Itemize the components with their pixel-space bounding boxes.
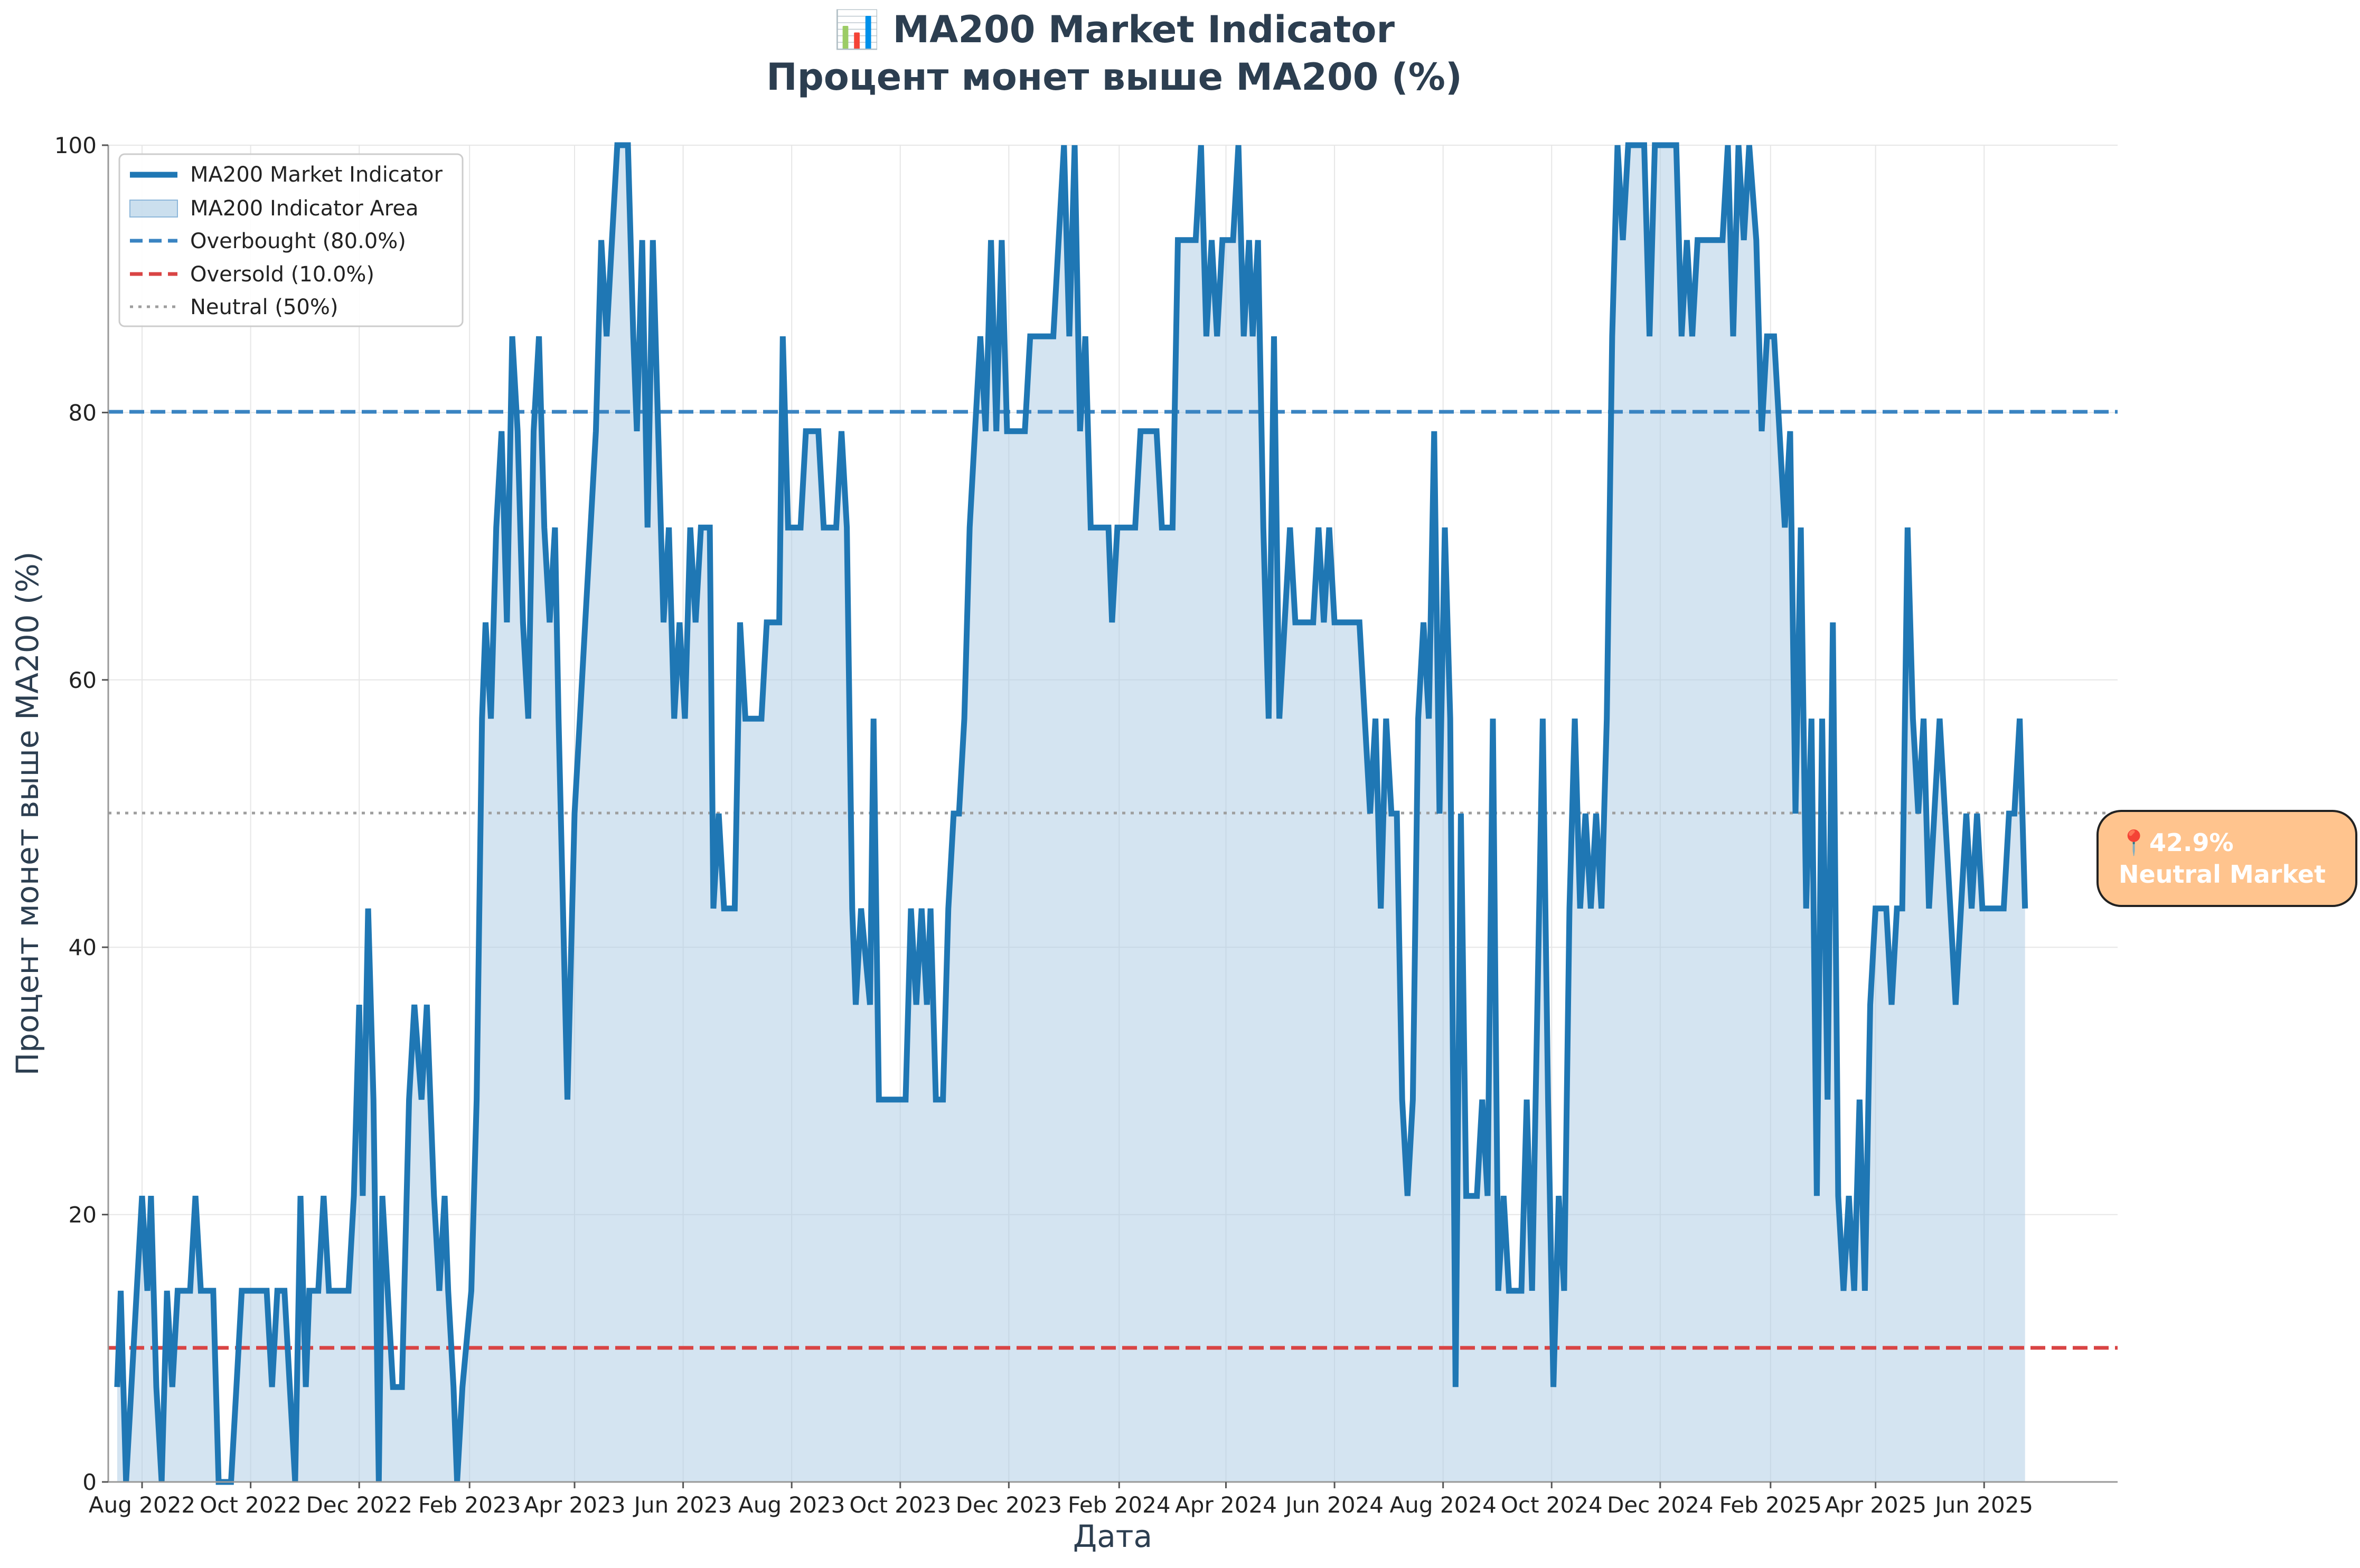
x-tick-label: Oct 2022 bbox=[200, 1492, 302, 1518]
x-tick-label: Oct 2024 bbox=[1501, 1492, 1603, 1518]
x-tick-label: Feb 2025 bbox=[1719, 1492, 1822, 1518]
legend: MA200 Market Indicator MA200 Indicator A… bbox=[118, 153, 464, 327]
legend-swatch-area bbox=[129, 200, 178, 218]
x-tick-label: Feb 2024 bbox=[1068, 1492, 1171, 1518]
indicator-line bbox=[114, 142, 2028, 1485]
y-tick-labels: 0 20 40 60 80 100 bbox=[54, 133, 108, 1495]
y-axis-label: Процент монет выше MA200 (%) bbox=[10, 552, 45, 1076]
badge-value: 42.9% bbox=[2149, 828, 2234, 857]
legend-label-oversold: Oversold (10.0%) bbox=[190, 262, 374, 287]
x-tick-label: Apr 2024 bbox=[1175, 1492, 1277, 1518]
x-tick-label: Jun 2025 bbox=[1933, 1492, 2033, 1518]
current-value-badge: 📍 42.9% Neutral Market bbox=[2096, 810, 2357, 907]
legend-label-overbought: Overbought (80.0%) bbox=[190, 229, 406, 253]
badge-icon: 📍 bbox=[2119, 828, 2149, 857]
y-tick-label: 0 bbox=[82, 1469, 97, 1495]
x-tick-label: Dec 2023 bbox=[956, 1492, 1063, 1518]
x-tick-label: Aug 2023 bbox=[738, 1492, 845, 1518]
x-axis-label: Дата bbox=[1073, 1518, 1152, 1554]
legend-label-line: MA200 Market Indicator bbox=[190, 163, 443, 187]
badge-box bbox=[2096, 810, 2357, 907]
x-tick-label: Aug 2024 bbox=[1390, 1492, 1497, 1518]
chart-title: 📊 MA200 Market Indicator bbox=[834, 8, 1395, 51]
x-tick-label: Apr 2025 bbox=[1825, 1492, 1926, 1518]
x-tick-label: Aug 2022 bbox=[89, 1492, 195, 1518]
y-tick-label: 80 bbox=[69, 400, 97, 426]
x-tick-label: Dec 2022 bbox=[306, 1492, 412, 1518]
x-tick-labels: Aug 2022 Oct 2022 Dec 2022 Feb 2023 Apr 2023… bbox=[89, 1482, 2033, 1518]
x-tick-label: Oct 2023 bbox=[849, 1492, 951, 1518]
y-tick-label: 40 bbox=[69, 934, 97, 960]
y-tick-label: 100 bbox=[54, 133, 97, 158]
badge-label: Neutral Market bbox=[2119, 860, 2326, 889]
x-tick-label: Jun 2023 bbox=[633, 1492, 732, 1518]
legend-label-neutral: Neutral (50%) bbox=[190, 295, 338, 319]
x-tick-label: Apr 2023 bbox=[524, 1492, 626, 1518]
chart-subtitle: Процент монет выше MA200 (%) bbox=[766, 55, 1462, 99]
y-tick-label: 20 bbox=[69, 1202, 97, 1228]
legend-label-area: MA200 Indicator Area bbox=[190, 196, 418, 221]
x-tick-label: Jun 2024 bbox=[1284, 1492, 1384, 1518]
legend-box bbox=[118, 153, 464, 327]
x-tick-label: Dec 2024 bbox=[1607, 1492, 1714, 1518]
x-tick-label: Feb 2023 bbox=[418, 1492, 521, 1518]
y-tick-label: 60 bbox=[69, 667, 97, 693]
